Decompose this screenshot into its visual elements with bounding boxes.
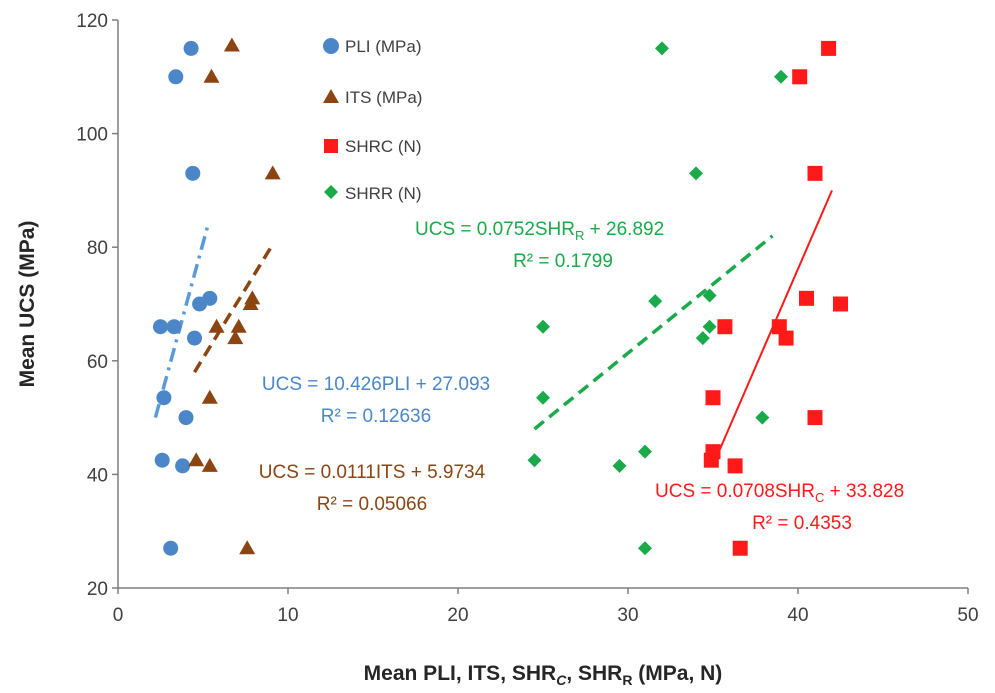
shrr-point: [536, 390, 550, 405]
shrr-point: [695, 331, 710, 346]
shrc-point: [799, 290, 814, 306]
pli-point: [187, 330, 202, 346]
legend-pli-marker: [323, 38, 339, 54]
its-point: [227, 330, 244, 345]
pli-equation: UCS = 10.426PLI + 27.093: [262, 374, 490, 395]
shrr-equation: UCS = 0.0752SHRR + 26.892: [415, 219, 664, 243]
x-tick-label: 10: [277, 605, 298, 626]
x-tick-label: 30: [617, 605, 638, 626]
shrr-point: [774, 69, 788, 84]
pli-point: [153, 319, 168, 335]
its-point: [208, 318, 225, 333]
y-tick-label: 60: [87, 352, 108, 373]
shrr-trendline: [533, 234, 774, 431]
shrr-point: [702, 288, 717, 303]
legend-its-label: ITS (MPa): [345, 88, 422, 107]
pli-point: [166, 319, 182, 335]
pli-point: [168, 69, 184, 85]
pli-point: [192, 296, 208, 312]
shrr-point: [648, 294, 663, 309]
its-point: [242, 296, 259, 310]
its-point: [203, 68, 220, 83]
shrc-point: [703, 452, 719, 468]
y-tick-label: 120: [76, 11, 108, 32]
shrc-point: [717, 319, 733, 335]
shrc-point: [727, 458, 743, 474]
shrc-point: [705, 390, 721, 406]
shrc-point: [833, 296, 848, 312]
pli-trendline: [153, 224, 210, 419]
shrr-point: [655, 41, 669, 56]
x-axis-title: Mean PLI, ITS, SHRC, SHRR (MPa, N): [364, 662, 723, 688]
legend-shrc-marker: [324, 139, 338, 153]
its-point: [188, 452, 205, 467]
legend-pli-label: PLI (MPa): [345, 37, 422, 56]
shrc-equation: UCS = 0.0708SHRC + 33.828: [655, 481, 904, 505]
its-point: [223, 37, 240, 52]
pli-point: [175, 458, 191, 474]
shrr-point: [527, 453, 542, 468]
pli-point: [163, 540, 179, 556]
y-tick-label: 40: [87, 465, 108, 486]
shrr-r2: R² = 0.1799: [513, 251, 613, 272]
its-point: [230, 318, 247, 333]
shrr-point: [536, 319, 550, 334]
pli-point: [154, 452, 170, 468]
shrr-point: [755, 410, 770, 425]
legend-its-marker: [323, 89, 339, 103]
legend-shrc-label: SHRC (N): [345, 137, 422, 156]
y-tick-label: 80: [87, 238, 108, 259]
its-equation: UCS = 0.0111ITS + 5.9734: [259, 462, 486, 483]
its-point: [239, 540, 256, 555]
shrr-point: [689, 166, 703, 181]
its-point: [201, 457, 218, 472]
legend-shrr-marker: [324, 185, 338, 199]
shrr-point: [612, 458, 627, 473]
its-point: [201, 389, 218, 404]
shrc-point: [771, 319, 787, 335]
shrc-point: [778, 330, 794, 346]
shrc-point: [821, 40, 837, 56]
shrr-point: [638, 444, 652, 459]
x-tick-label: 20: [447, 605, 468, 626]
its-r2: R² = 0.05066: [317, 494, 427, 515]
shrc-point: [807, 410, 823, 426]
y-axis-title: Mean UCS (MPa): [16, 221, 39, 388]
shrr-point: [702, 319, 717, 334]
legend-shrr-label: SHRR (N): [345, 184, 422, 203]
pli-r2: R² = 0.12636: [321, 406, 431, 427]
shrc-point: [807, 165, 823, 181]
shrc-r2: R² = 0.4353: [752, 513, 852, 534]
pli-point: [156, 390, 172, 406]
pli-point: [185, 165, 201, 181]
y-tick-label: 20: [87, 579, 108, 600]
pli-point: [183, 40, 199, 56]
x-tick-label: 0: [113, 605, 124, 626]
its-point: [264, 165, 281, 180]
pli-point: [178, 410, 194, 426]
legend: PLI (MPa) ITS (MPa) SHRC (N) SHRR (N): [323, 37, 422, 203]
x-tick-label: 50: [957, 605, 978, 626]
shrc-point: [792, 69, 808, 85]
shrr-point: [638, 541, 652, 556]
x-tick-label: 40: [787, 605, 808, 626]
y-tick-label: 100: [76, 125, 108, 146]
its-trendline: [193, 246, 273, 374]
shrc-point: [732, 540, 748, 556]
